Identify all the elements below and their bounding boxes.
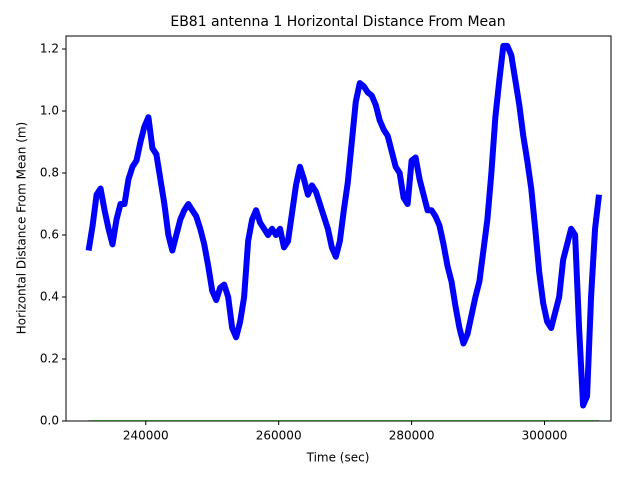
plot-frame — [65, 35, 612, 422]
y-tick-label: 0.4 — [40, 290, 59, 304]
y-tick-label: 1.2 — [40, 42, 59, 56]
y-tick-label: 0.6 — [40, 228, 59, 242]
x-tick-label: 260000 — [256, 429, 302, 443]
chart-title: EB81 antenna 1 Horizontal Distance From … — [170, 14, 505, 30]
data-line — [85, 42, 603, 409]
y-tick-label: 1.0 — [40, 104, 59, 118]
x-tick-label: 240000 — [123, 429, 169, 443]
y-tick-label: 0.0 — [40, 414, 59, 428]
y-axis-label: Horizontal Distance From Mean (m) — [15, 122, 29, 334]
x-axis-label: Time (sec) — [306, 451, 370, 465]
x-tick-label: 280000 — [389, 429, 435, 443]
x-tick-label: 300000 — [522, 429, 568, 443]
y-tick-label: 0.2 — [40, 352, 59, 366]
y-tick-label: 0.8 — [40, 166, 59, 180]
